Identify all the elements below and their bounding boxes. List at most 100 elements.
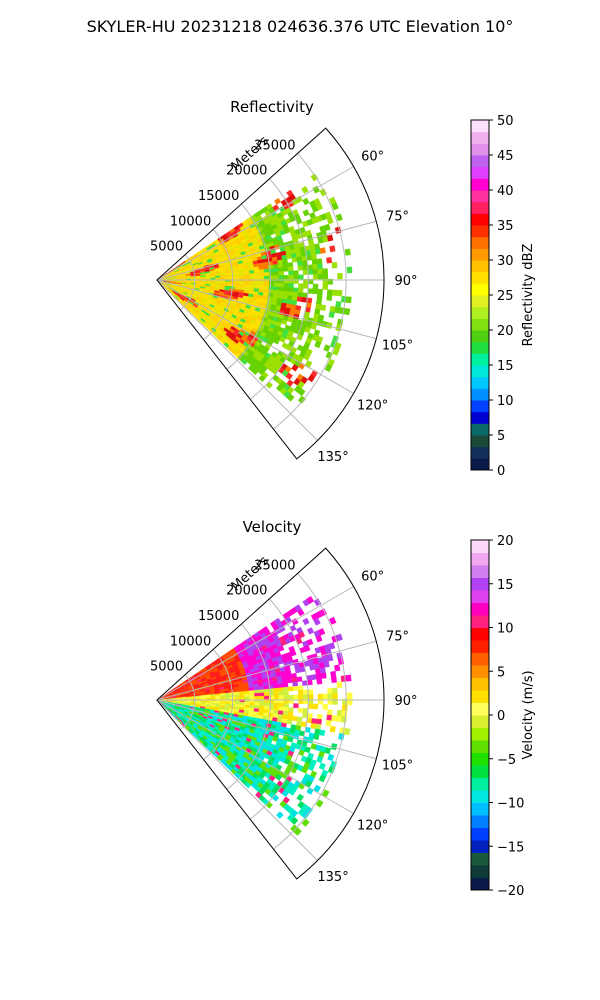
echo-cell <box>317 288 323 295</box>
colorbar-tick-label: 50 <box>497 114 514 129</box>
colorbar-swatch <box>471 318 489 331</box>
echo-cell <box>296 296 303 302</box>
colorbar-swatch <box>471 306 489 319</box>
colorbar-tick-label: 15 <box>497 578 514 593</box>
echo-cell <box>288 274 294 280</box>
echo-cell <box>244 276 250 280</box>
colorbar-tick-label: 0 <box>497 464 505 479</box>
echo-cell <box>316 258 323 265</box>
colorbar-tick-label: −5 <box>497 753 516 768</box>
echo-cell <box>326 289 333 296</box>
echo-cell <box>253 689 260 694</box>
echo-cell <box>326 257 333 264</box>
reflectivity-colorbar: 0 5 10 15 20 25 30 35 40 45 50 Reflectivity dBZ <box>470 114 536 479</box>
echo-cell <box>263 692 270 697</box>
azimuth-tick-label: 120° <box>357 399 388 414</box>
echo-cell <box>312 263 318 270</box>
echo-cell <box>278 271 285 276</box>
echo-cell <box>344 728 351 736</box>
echo-cell <box>244 693 250 698</box>
colorbar-swatch <box>471 627 489 641</box>
colorbar-swatch <box>471 790 489 803</box>
echo-cell <box>287 291 294 297</box>
echo-cell <box>278 275 285 280</box>
range-ring <box>273 153 347 430</box>
echo-cell <box>336 681 343 689</box>
colorbar-tick-label: 45 <box>497 149 514 164</box>
echo-cell <box>249 273 255 277</box>
echo-cell <box>264 275 270 280</box>
colorbar-swatch <box>471 330 489 343</box>
echo-cell <box>268 688 275 693</box>
echo-cell <box>297 608 305 617</box>
echo-cell <box>328 642 336 650</box>
echo-cell <box>249 690 255 694</box>
echo-cell <box>254 696 260 700</box>
echo-cell <box>296 676 303 682</box>
echo-cell <box>258 374 266 382</box>
echo-cell <box>298 274 304 280</box>
echo-cell <box>323 223 331 232</box>
echo-cell <box>259 272 265 277</box>
echo-cell <box>273 267 279 273</box>
echo-cell <box>268 271 275 277</box>
echo-cell <box>263 688 270 693</box>
echo-cell <box>283 694 289 700</box>
echo-cell <box>326 216 334 225</box>
echo-cell <box>277 263 284 269</box>
colorbar-swatch <box>471 225 489 238</box>
echo-cell <box>278 687 284 692</box>
reflectivity-echoes <box>156 173 353 404</box>
echo-cell <box>298 694 304 700</box>
colorbar-tick-label: 5 <box>497 665 505 680</box>
echo-cell <box>278 691 285 696</box>
echo-cell <box>298 631 306 639</box>
echo-cell <box>319 667 326 674</box>
echo-cell <box>335 301 342 308</box>
echo-cell <box>297 260 303 267</box>
echo-cell <box>259 282 265 287</box>
echo-cell <box>292 291 299 297</box>
echo-cell <box>291 257 298 263</box>
velocity-frame <box>156 547 385 880</box>
echo-cell <box>234 276 241 280</box>
echo-cell <box>326 654 334 662</box>
echo-cell <box>314 340 322 349</box>
echo-cell <box>315 799 324 808</box>
echo-cell <box>311 259 318 265</box>
colorbar-swatch <box>471 260 489 273</box>
echo-cell <box>291 715 298 722</box>
echo-cell <box>244 270 250 275</box>
echo-cell <box>307 374 316 383</box>
range-tick-label: 25000 <box>254 558 295 573</box>
echo-cell <box>318 628 326 636</box>
colorbar-swatch <box>471 155 489 168</box>
azimuth-gridline <box>156 279 318 441</box>
colorbar-swatch <box>471 353 489 366</box>
echo-cell <box>297 292 304 298</box>
echo-cell <box>277 645 285 652</box>
echo-cell <box>254 282 260 286</box>
echo-cell <box>244 781 252 789</box>
velocity-echoes <box>156 596 353 836</box>
echo-cell <box>325 719 332 727</box>
echo-cell <box>249 702 255 706</box>
reflectivity-title: Reflectivity <box>230 98 314 116</box>
echo-cell <box>244 282 250 286</box>
echo-cell <box>306 627 315 635</box>
echo-cell <box>297 707 304 713</box>
echo-cell <box>327 753 335 762</box>
echo-cell <box>274 197 282 205</box>
echo-cell <box>215 697 221 700</box>
colorbar-swatch <box>471 236 489 249</box>
echo-cell <box>254 276 260 280</box>
echo-cell <box>278 695 285 700</box>
echo-cell <box>272 684 279 689</box>
azimuth-gridline <box>156 699 354 814</box>
colorbar-swatch <box>471 615 489 628</box>
echo-cell <box>302 617 310 626</box>
range-ring <box>249 178 309 400</box>
azimuth-tick-label: 105° <box>382 338 413 353</box>
colorbar-tick-label: −10 <box>497 797 524 812</box>
